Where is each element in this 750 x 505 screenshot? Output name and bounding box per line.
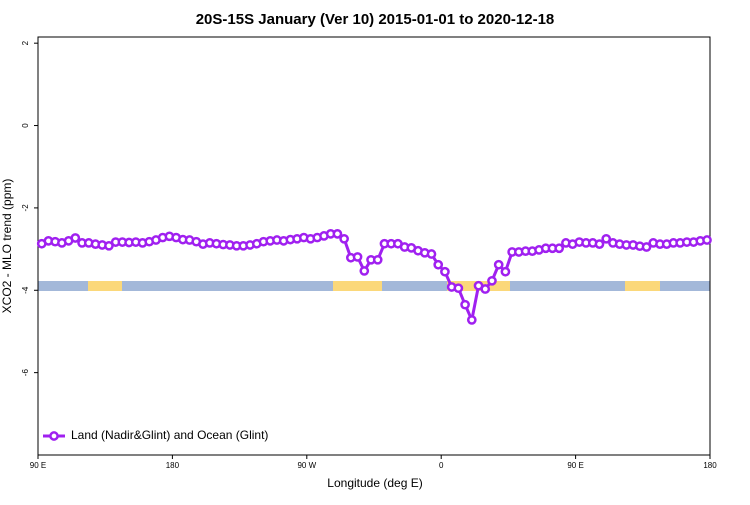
x-tick-label: 0 [439,461,444,470]
data-point [440,266,450,277]
data-point [487,275,497,286]
y-tick-label: 0 [21,123,30,128]
y-tick-label: -2 [21,204,30,212]
data-point [466,315,477,325]
y-tick-label: -6 [21,369,30,377]
data-point [359,266,370,276]
x-tick-label: 90 E [30,461,46,470]
data-point [453,283,464,294]
data-point [493,259,504,270]
data-point [339,233,349,244]
x-axis-label: Longitude (deg E) [327,476,422,490]
data-point [480,284,491,294]
chart-title: 20S-15S January (Ver 10) 2015-01-01 to 2… [196,11,555,28]
data-point [352,252,363,262]
data-point [372,254,383,265]
data-point [426,249,437,259]
land-band [333,281,382,291]
x-tick-label: 180 [166,461,180,470]
legend-marker [49,431,59,441]
x-tick-label: 180 [703,461,717,470]
x-tick-label: 90 W [297,461,316,470]
data-point [594,239,605,249]
data-point [601,233,612,244]
x-tick-label: 90 E [567,461,583,470]
data-point [500,266,511,277]
y-tick-label: 2 [21,40,30,45]
data-point [332,229,343,239]
data-point [641,242,652,252]
data-point [460,299,470,310]
coverage-strip [38,281,710,291]
data-point [702,235,712,245]
land-band [88,281,122,291]
data-point [554,243,565,254]
data-point [70,233,81,243]
data-point [433,259,444,270]
y-tick-label: -4 [21,286,30,294]
land-band [625,281,660,291]
legend-label: Land (Nadir&Glint) and Ocean (Glint) [71,428,268,442]
y-axis-label: XCO2 - MLO trend (ppm) [0,179,14,314]
